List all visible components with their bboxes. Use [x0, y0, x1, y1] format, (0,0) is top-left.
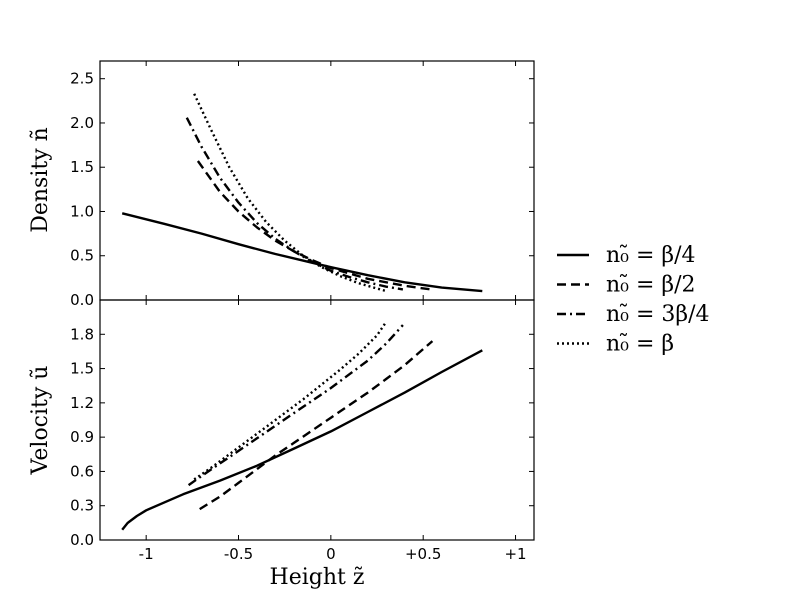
velocity-y-tick-label: 0.6	[70, 462, 94, 480]
velocity-series-group	[121, 321, 483, 531]
density-series-dashdot-line	[185, 117, 404, 291]
x-tick-label: -1	[139, 545, 154, 563]
velocity-series-dotted-line	[193, 321, 388, 481]
velocity-series-solid-line	[121, 349, 483, 531]
velocity-y-tick-label: 0.3	[70, 497, 94, 515]
x-tick-label: +1	[504, 545, 526, 563]
density-series-dashed-line	[196, 160, 431, 291]
density-series-dotted-line	[193, 93, 387, 293]
legend: n₀̃ = β/4 n₀̃ = β/2 n₀̃ = 3β/4 n₀̃ = β	[557, 243, 710, 357]
x-tick-label: 0	[326, 545, 336, 563]
x-tick-label: +0.5	[405, 545, 441, 563]
density-y-tick-label: 1.0	[70, 202, 94, 220]
velocity-series-dashed-line	[199, 340, 434, 511]
density-y-tick-label: 2.5	[70, 70, 94, 88]
density-panel: 0.0 0.5 1.0 1.5 2.0 2.5 Density ñ	[28, 60, 535, 309]
legend-label-dotted: n₀̃ = β	[606, 332, 674, 357]
x-axis-ticks: -1 -0.5 0 +0.5 +1	[139, 545, 527, 563]
legend-label-solid: n₀̃ = β/4	[606, 243, 696, 268]
velocity-axes-frame	[99, 299, 535, 541]
x-axis-label: Height z̃	[270, 565, 365, 590]
velocity-y-tick-label: 0.9	[70, 428, 94, 446]
velocity-y-axis-label: Velocity ũ	[28, 366, 53, 476]
velocity-y-tick-label: 1.8	[70, 325, 94, 343]
density-y-tick-label: 0.0	[70, 291, 94, 309]
density-y-tick-label: 2.0	[70, 114, 94, 132]
density-y-tick-label: 1.5	[70, 158, 94, 176]
density-y-ticks: 0.0 0.5 1.0 1.5 2.0 2.5	[70, 61, 534, 309]
density-series-group	[121, 93, 483, 293]
density-y-axis-label: Density ñ	[28, 127, 53, 233]
velocity-y-tick-label: 1.2	[70, 394, 94, 412]
legend-label-dashdot: n₀̃ = 3β/4	[606, 302, 710, 327]
velocity-panel: 0.0 0.3 0.6 0.9 1.2 1.5 1.8 Velocity ũ	[28, 299, 535, 549]
velocity-y-ticks: 0.0 0.3 0.6 0.9 1.2 1.5 1.8	[70, 300, 534, 549]
x-tick-label: -0.5	[224, 545, 253, 563]
velocity-series-dashdot-line	[187, 324, 404, 487]
legend-label-dashed: n₀̃ = β/2	[606, 273, 696, 298]
density-series-solid-line	[121, 212, 483, 293]
velocity-y-tick-label: 0.0	[70, 531, 94, 549]
velocity-y-tick-label: 1.5	[70, 360, 94, 378]
density-y-tick-label: 0.5	[70, 247, 94, 265]
